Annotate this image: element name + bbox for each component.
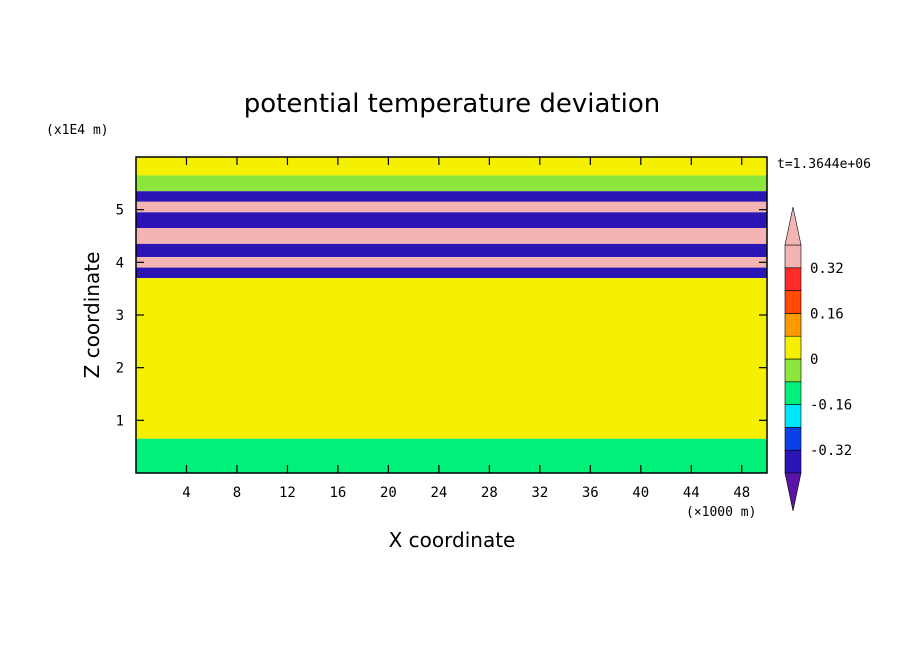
chart-title: potential temperature deviation	[244, 89, 660, 119]
y-tick-label-4: 5	[116, 203, 124, 219]
colorbar-max-extend	[784, 206, 802, 246]
field-band-10	[136, 438, 767, 473]
y-unit-label: (x1E4 m)	[46, 123, 109, 138]
y-tick-label-0: 1	[116, 413, 124, 429]
field-band-9	[136, 278, 767, 439]
colorbar-segment-3	[784, 381, 802, 405]
x-unit-label: (×1000 m)	[686, 505, 756, 520]
field-band-7	[136, 257, 767, 268]
colorbar-label-0: 0.32	[810, 261, 844, 277]
x-tick-labels: 4 8 12 16 20 24 28 32 36 40 44 48	[182, 485, 750, 501]
colorbar-label-4: -0.32	[810, 443, 852, 459]
x-tick-label-5: 24	[430, 485, 447, 501]
colorbar-segment-8	[784, 267, 802, 291]
x-tick-label-3: 16	[329, 485, 346, 501]
colorbar-segment-1	[784, 427, 802, 451]
x-tick-label-0: 4	[182, 485, 190, 501]
field-band-2	[136, 191, 767, 202]
colorbar-label-1: 0.16	[810, 306, 844, 322]
x-tick-label-10: 44	[683, 485, 700, 501]
field-band-1	[136, 175, 767, 192]
colorbar-min-extend	[784, 472, 802, 512]
colorbar-segment-7	[784, 290, 802, 314]
contour-field	[136, 157, 767, 473]
colorbar: 0.32 0.16 0 -0.16 -0.32	[784, 206, 852, 512]
field-band-5	[136, 228, 767, 244]
x-tick-label-2: 12	[279, 485, 296, 501]
colorbar-segment-2	[784, 404, 802, 428]
colorbar-segment-6	[784, 313, 802, 337]
x-tick-label-9: 40	[632, 485, 649, 501]
colorbar-segment-0	[784, 449, 802, 474]
x-tick-label-7: 32	[531, 485, 548, 501]
colorbar-segment-9	[784, 244, 802, 269]
colorbar-segment-4	[784, 358, 802, 383]
x-axis-label: X coordinate	[389, 528, 516, 552]
field-band-0	[136, 157, 767, 176]
y-tick-labels: 1 2 3 4 5	[116, 203, 124, 430]
plot-frame	[135, 156, 768, 474]
field-band-8	[136, 267, 767, 279]
x-tick-label-11: 48	[733, 485, 750, 501]
y-tick-label-3: 4	[116, 255, 124, 271]
x-tick-label-4: 20	[380, 485, 397, 501]
colorbar-label-2: 0	[810, 352, 818, 368]
axis-ticks	[136, 157, 767, 473]
y-axis-label: Z coordinate	[80, 252, 104, 379]
field-band-6	[136, 243, 767, 258]
x-tick-label-6: 28	[481, 485, 498, 501]
y-tick-label-1: 2	[116, 361, 124, 377]
time-label: t=1.3644e+06	[777, 157, 871, 172]
colorbar-label-3: -0.16	[810, 398, 852, 414]
field-band-4	[136, 212, 767, 229]
x-tick-label-8: 36	[582, 485, 599, 501]
y-tick-label-2: 3	[116, 308, 124, 324]
x-tick-label-1: 8	[233, 485, 241, 501]
field-band-3	[136, 201, 767, 213]
colorbar-segment-5	[784, 335, 802, 360]
